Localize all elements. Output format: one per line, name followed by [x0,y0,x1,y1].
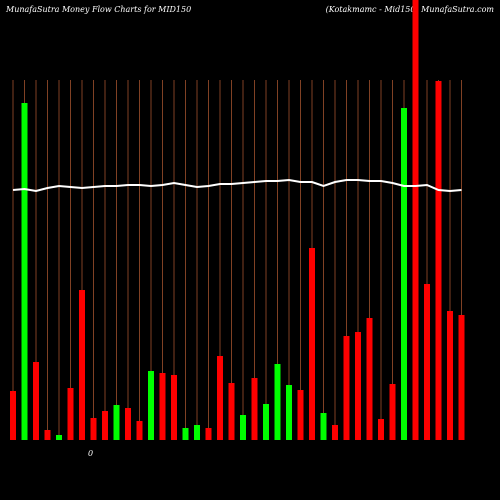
bar [125,408,131,440]
bar [10,391,16,440]
bar [90,418,97,440]
bar [21,103,28,440]
annotation: 0 [88,449,93,458]
bar [332,425,338,440]
bar [33,362,39,440]
line [12,178,462,193]
bar [309,248,315,440]
bar [56,435,62,440]
bar [148,371,154,440]
bar [286,385,292,440]
chart-title: MunafaSutra Money Flow Charts for MID150 [5,5,191,14]
bar [102,411,108,440]
bar [159,373,166,440]
bar [136,421,143,440]
bar [435,81,442,440]
chart-subtitle: (Kotakmamc - Mid150) MunafaSutra.com [326,5,495,14]
bar [378,419,384,440]
bar [389,384,396,440]
bar [412,0,419,440]
bar [228,383,235,440]
bar [113,405,120,440]
bar [424,284,430,440]
bar [205,428,212,440]
bar [458,315,465,440]
bar [401,108,407,440]
bar [217,356,223,440]
bar [67,388,74,440]
bar [297,390,304,440]
bar [447,311,453,440]
bar [194,425,200,440]
bar [343,336,350,440]
bar [355,332,361,440]
bar [79,290,85,440]
bar [366,318,373,440]
bar [240,415,246,440]
bar [44,430,51,440]
bar [251,378,258,440]
bar [263,404,269,440]
bar [274,364,281,440]
bar [171,375,177,440]
bar [182,428,189,440]
bar [320,413,327,440]
